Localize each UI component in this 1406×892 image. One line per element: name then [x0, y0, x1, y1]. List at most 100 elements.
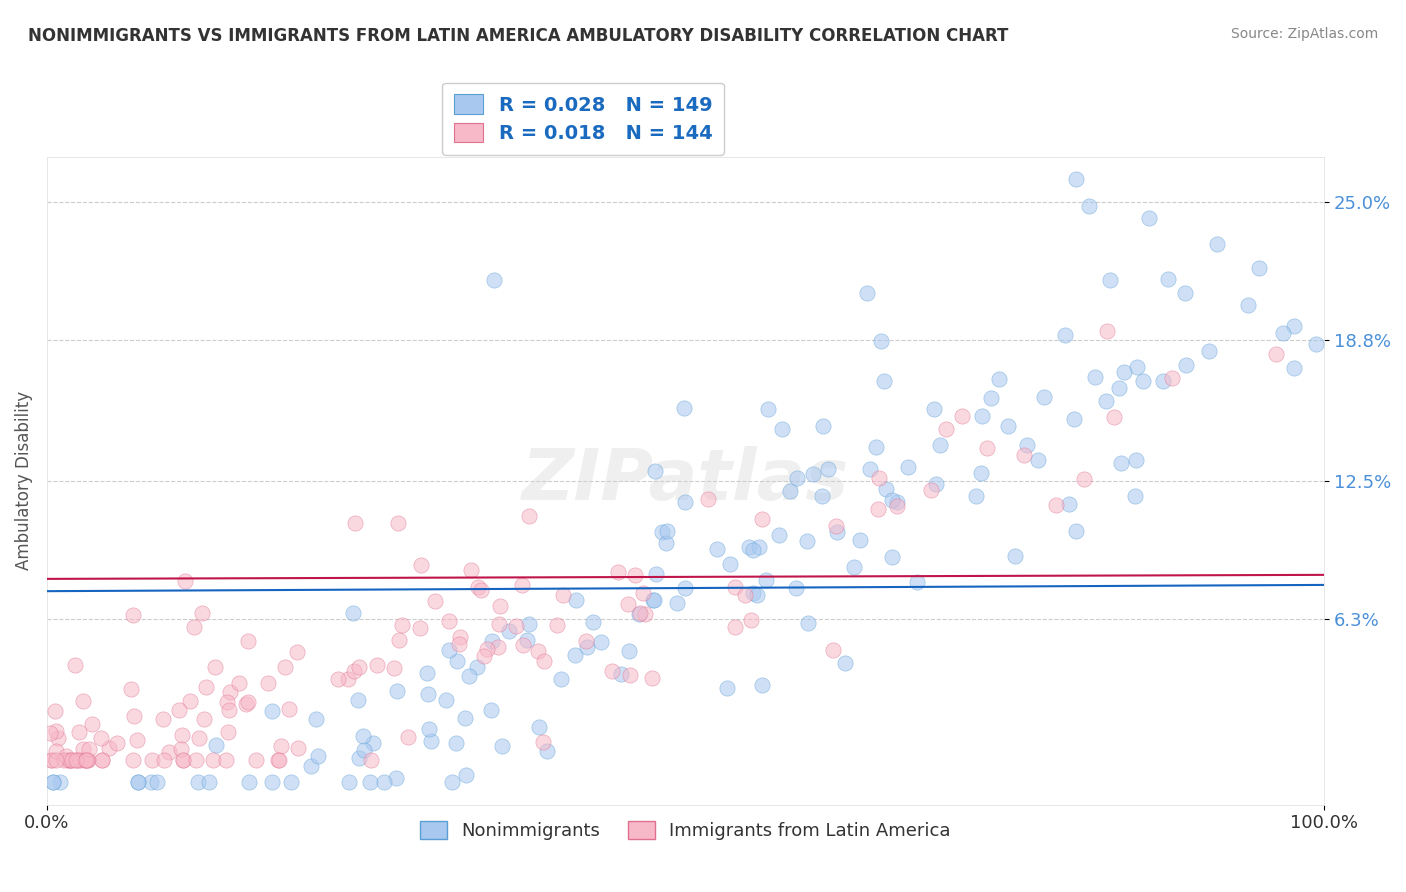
Immigrants from Latin America: [278, 702, 301, 716]
Legend: R = 0.028   N = 149, R = 0.018   N = 144: R = 0.028 N = 149, R = 0.018 N = 144: [443, 83, 724, 154]
Nonimmigrants: [262, 704, 284, 718]
Immigrants from Latin America: [824, 519, 846, 533]
Nonimmigrants: [187, 775, 209, 789]
Nonimmigrants: [353, 743, 375, 757]
Nonimmigrants: [337, 775, 360, 789]
Nonimmigrants: [342, 607, 364, 621]
Nonimmigrants: [875, 482, 897, 496]
Immigrants from Latin America: [76, 753, 98, 767]
Nonimmigrants: [779, 484, 801, 499]
Nonimmigrants: [922, 402, 945, 417]
Immigrants from Latin America: [823, 643, 845, 657]
Immigrants from Latin America: [423, 594, 446, 608]
Nonimmigrants: [1064, 172, 1087, 186]
Immigrants from Latin America: [470, 582, 492, 597]
Nonimmigrants: [1271, 326, 1294, 340]
Immigrants from Latin America: [411, 558, 433, 573]
Immigrants from Latin America: [1264, 347, 1286, 361]
Nonimmigrants: [870, 334, 893, 349]
Immigrants from Latin America: [215, 695, 238, 709]
Nonimmigrants: [416, 666, 439, 681]
Immigrants from Latin America: [950, 409, 973, 424]
Nonimmigrants: [770, 422, 793, 436]
Immigrants from Latin America: [69, 753, 91, 767]
Immigrants from Latin America: [512, 638, 534, 652]
Immigrants from Latin America: [45, 753, 67, 767]
Nonimmigrants: [796, 615, 818, 630]
Immigrants from Latin America: [285, 644, 308, 658]
Immigrants from Latin America: [55, 748, 77, 763]
Immigrants from Latin America: [193, 712, 215, 726]
Nonimmigrants: [1004, 549, 1026, 563]
Immigrants from Latin America: [382, 661, 405, 675]
Immigrants from Latin America: [1160, 371, 1182, 385]
Nonimmigrants: [1026, 453, 1049, 467]
Nonimmigrants: [737, 540, 759, 554]
Nonimmigrants: [796, 534, 818, 549]
Immigrants from Latin America: [600, 664, 623, 678]
Nonimmigrants: [645, 567, 668, 582]
Nonimmigrants: [440, 775, 463, 789]
Immigrants from Latin America: [141, 753, 163, 767]
Nonimmigrants: [873, 374, 896, 388]
Immigrants from Latin America: [56, 753, 79, 767]
Immigrants from Latin America: [343, 516, 366, 530]
Immigrants from Latin America: [41, 753, 63, 767]
Nonimmigrants: [897, 460, 920, 475]
Immigrants from Latin America: [204, 660, 226, 674]
Nonimmigrants: [987, 372, 1010, 386]
Nonimmigrants: [385, 771, 408, 785]
Nonimmigrants: [1112, 365, 1135, 379]
Nonimmigrants: [970, 466, 993, 480]
Immigrants from Latin America: [39, 753, 62, 767]
Nonimmigrants: [434, 693, 457, 707]
Immigrants from Latin America: [976, 441, 998, 455]
Immigrants from Latin America: [202, 753, 225, 767]
Immigrants from Latin America: [44, 704, 66, 718]
Nonimmigrants: [651, 524, 673, 539]
Immigrants from Latin America: [328, 673, 350, 687]
Nonimmigrants: [418, 723, 440, 737]
Immigrants from Latin America: [505, 618, 527, 632]
Nonimmigrants: [673, 401, 696, 415]
Nonimmigrants: [454, 768, 477, 782]
Immigrants from Latin America: [97, 741, 120, 756]
Immigrants from Latin America: [170, 728, 193, 742]
Nonimmigrants: [373, 775, 395, 789]
Nonimmigrants: [41, 775, 63, 789]
Nonimmigrants: [673, 581, 696, 595]
Nonimmigrants: [924, 477, 946, 491]
Immigrants from Latin America: [697, 491, 720, 506]
Immigrants from Latin America: [65, 753, 87, 767]
Nonimmigrants: [859, 462, 882, 476]
Nonimmigrants: [346, 693, 368, 707]
Nonimmigrants: [849, 533, 872, 547]
Nonimmigrants: [1157, 271, 1180, 285]
Immigrants from Latin America: [287, 741, 309, 756]
Nonimmigrants: [706, 541, 728, 556]
Immigrants from Latin America: [724, 620, 747, 634]
Immigrants from Latin America: [75, 753, 97, 767]
Immigrants from Latin America: [740, 613, 762, 627]
Immigrants from Latin America: [228, 676, 250, 690]
Immigrants from Latin America: [90, 731, 112, 745]
Nonimmigrants: [1198, 344, 1220, 359]
Immigrants from Latin America: [631, 586, 654, 600]
Nonimmigrants: [352, 729, 374, 743]
Nonimmigrants: [1123, 489, 1146, 503]
Nonimmigrants: [811, 418, 834, 433]
Immigrants from Latin America: [238, 633, 260, 648]
Immigrants from Latin America: [360, 753, 382, 767]
Nonimmigrants: [748, 540, 770, 554]
Nonimmigrants: [666, 596, 689, 610]
Immigrants from Latin America: [219, 684, 242, 698]
Immigrants from Latin America: [575, 634, 598, 648]
Immigrants from Latin America: [59, 753, 82, 767]
Immigrants from Latin America: [751, 511, 773, 525]
Immigrants from Latin America: [460, 563, 482, 577]
Nonimmigrants: [1057, 497, 1080, 511]
Nonimmigrants: [238, 775, 260, 789]
Immigrants from Latin America: [235, 697, 257, 711]
Nonimmigrants: [575, 640, 598, 655]
Nonimmigrants: [965, 489, 987, 503]
